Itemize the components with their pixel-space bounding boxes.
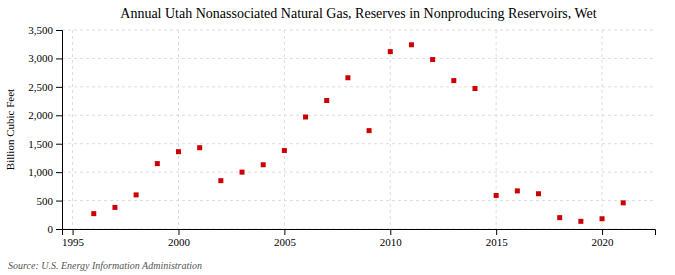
y-tick-mark (56, 229, 62, 230)
x-tick-label: 2020 (592, 236, 615, 248)
y-axis-label: Billion Cubic Feet (4, 89, 16, 170)
x-tick-mark (284, 229, 285, 235)
point (240, 170, 245, 175)
point (515, 188, 520, 193)
x-tick: 1995 (62, 229, 85, 248)
point (367, 128, 372, 133)
grid-line (284, 30, 285, 229)
y-tick-mark (56, 87, 62, 88)
point (112, 205, 117, 210)
x-tick-mark (178, 229, 179, 235)
y-tick-label: 3,000 (28, 52, 53, 64)
y-tick-label: 1,500 (28, 138, 53, 150)
y-tick-mark (56, 201, 62, 202)
y-tick-label: 0 (48, 223, 54, 235)
point (409, 42, 414, 47)
x-tick-label: 1995 (62, 236, 85, 248)
point (451, 78, 456, 83)
point (472, 86, 477, 91)
y-tick-mark (56, 172, 62, 173)
point (494, 193, 499, 198)
point (388, 49, 393, 54)
y-tick-mark (56, 144, 62, 145)
x-tick-label: 2005 (274, 236, 297, 248)
x-tick: 2015 (486, 229, 509, 248)
x-tick-mark (73, 229, 74, 235)
y-tick: 1,500 (28, 138, 62, 150)
y-tick-label: 3,500 (28, 24, 53, 36)
x-tick-mark (390, 229, 391, 235)
grid-line (390, 30, 391, 229)
point (600, 216, 605, 221)
y-tick-mark (56, 115, 62, 116)
grid (62, 30, 655, 229)
y-tick-mark (56, 30, 62, 31)
grid-line (62, 115, 655, 116)
grid-line (602, 30, 603, 229)
x-tick: 2000 (168, 229, 191, 248)
x-tick-label: 2010 (380, 236, 403, 248)
y-tick: 0 (48, 223, 63, 235)
point (197, 145, 202, 150)
x-tick-mark (496, 229, 497, 235)
x-tick-mark (602, 229, 603, 235)
title: Annual Utah Nonassociated Natural Gas, R… (120, 6, 597, 21)
y-tick: 500 (37, 195, 63, 207)
point (176, 149, 181, 154)
y-axis: 0 500 1,000 1,500 2,000 2,500 3,000 3,500 (28, 24, 62, 235)
x-tick: 2005 (274, 229, 297, 248)
point (324, 98, 329, 103)
x-tick-label: 2015 (486, 236, 509, 248)
y-tick: 3,500 (28, 24, 62, 36)
y-axis-line (56, 31, 63, 230)
x-tick: 2020 (592, 229, 615, 248)
point (430, 57, 435, 62)
y-tick-label: 2,000 (28, 109, 53, 121)
y-tick: 2,500 (28, 81, 62, 93)
x-tick-label: 2000 (168, 236, 191, 248)
point (345, 75, 350, 80)
x-axis: 1995 2000 2005 2010 2015 2020 (62, 229, 655, 248)
y-tick-mark (56, 58, 62, 59)
grid-line (178, 30, 179, 229)
point (91, 211, 96, 216)
point (134, 192, 139, 197)
y-tick-label: 1,000 (28, 166, 53, 178)
point (218, 178, 223, 183)
y-tick: 2,000 (28, 109, 62, 121)
points (91, 42, 625, 224)
y-tick-label: 2,500 (28, 81, 53, 93)
point (536, 191, 541, 196)
y-tick: 3,000 (28, 52, 62, 64)
source: Source: U.S. Energy Information Administ… (8, 260, 202, 271)
grid-line (62, 200, 655, 201)
grid-line (496, 30, 497, 229)
chart: 1995 2000 2005 2010 2015 2020 0 500 1,000 1,500 2,… (0, 0, 675, 275)
y-tick-label: 500 (37, 195, 54, 207)
point (621, 200, 626, 205)
grid-line (62, 143, 655, 144)
grid-line (62, 30, 655, 31)
grid-line (62, 86, 655, 87)
point (303, 114, 308, 119)
x-tick: 2010 (380, 229, 403, 248)
point (282, 148, 287, 153)
point (557, 215, 562, 220)
grid-line (72, 30, 73, 229)
plot: 1995 2000 2005 2010 2015 2020 0 500 1,000 1,500 2,… (28, 24, 655, 248)
x-axis-line (63, 230, 656, 236)
y-tick: 1,000 (28, 166, 62, 178)
grid-line (62, 172, 655, 173)
point (578, 219, 583, 224)
point (155, 161, 160, 166)
grid-line (62, 58, 655, 59)
point (261, 162, 266, 167)
